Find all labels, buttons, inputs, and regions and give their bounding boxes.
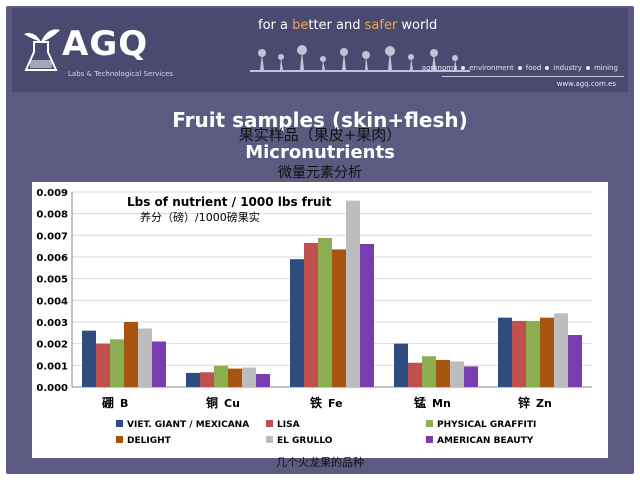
bar	[394, 343, 408, 387]
plants-silhouette-icon	[250, 45, 470, 72]
bar	[256, 374, 270, 387]
x-tick-label-cn: 锌	[518, 395, 530, 410]
bar	[422, 356, 436, 387]
x-tick-label: Zn	[536, 397, 552, 410]
tagline: for a better and safer world	[258, 18, 437, 33]
header-divider	[442, 76, 624, 77]
x-tick-label: Mn	[432, 397, 451, 410]
chart-panel: 0.000 0.001 0.002 0.003 0.004 0.005 0.006 0.007…	[32, 182, 608, 458]
sector-item: agronomy	[421, 64, 458, 72]
x-tick-label: Cu	[224, 397, 240, 410]
y-tick-label: 0.005	[36, 275, 68, 286]
legend-swatch	[266, 420, 273, 427]
sector-item: food	[525, 64, 542, 72]
x-tick-label-cn: 硼	[102, 395, 114, 410]
legend-label: AMERICAN BEAUTY	[437, 436, 534, 446]
y-tick-label: 0.009	[36, 188, 68, 199]
chart-subtitle: 养分（磅）/1000磅果实	[140, 210, 260, 224]
y-tick-label: 0.007	[36, 231, 68, 242]
y-tick-label: 0.002	[36, 340, 68, 351]
logo-text: AGQ	[62, 24, 149, 64]
y-tick-label: 0.006	[36, 253, 68, 264]
bar-chart: 0.000 0.001 0.002 0.003 0.004 0.005 0.006 0.007…	[36, 188, 592, 446]
bullet-icon	[461, 66, 466, 70]
bar	[540, 317, 554, 387]
legend-swatch	[426, 420, 433, 427]
bar	[498, 317, 512, 387]
title-line2: Micronutrients	[245, 142, 395, 163]
sector-item: environment	[469, 64, 514, 72]
title-line2-cn: 微量元素分析	[278, 165, 362, 181]
bar	[318, 237, 332, 387]
bar	[242, 367, 256, 387]
bar	[568, 335, 582, 387]
tagline-part: for a	[258, 18, 293, 33]
flask-leaf-icon	[24, 29, 60, 71]
bar	[450, 361, 464, 387]
title-line1: Fruit samples (skin+flesh)	[172, 108, 468, 132]
header-band: AGQ Labs & Technological Services for a …	[12, 8, 628, 92]
x-axis: 硼 B 铜 Cu 铁 Fe 锰 Mn 锌 Zn	[102, 395, 552, 410]
sector-item: mining	[593, 64, 618, 72]
logo-subtitle: Labs & Technological Services	[68, 70, 174, 78]
legend-swatch	[116, 420, 123, 427]
bar	[464, 366, 478, 387]
y-tick-label: 0.000	[36, 383, 68, 394]
legend-swatch	[426, 436, 433, 443]
bar	[228, 368, 242, 387]
title-line1-cn: 果实样品（果皮+果肉）	[238, 126, 402, 144]
footnote: 几个火龙果的品种	[276, 456, 364, 469]
website-link[interactable]: www.agq.com.es	[556, 80, 616, 88]
bar	[214, 365, 228, 387]
bar	[526, 320, 540, 387]
y-tick-label: 0.008	[36, 210, 68, 221]
tagline-part: world	[397, 18, 438, 33]
bar	[186, 372, 200, 387]
tagline-highlight: safer	[364, 18, 398, 33]
bullet-icon	[517, 66, 522, 70]
y-tick-label: 0.001	[36, 361, 68, 372]
sector-item: industry	[553, 64, 582, 72]
y-tick-label: 0.003	[36, 318, 68, 329]
y-tick-label: 0.004	[36, 296, 68, 307]
bar	[346, 200, 360, 387]
x-tick-label-cn: 铜	[206, 395, 218, 410]
legend-label: DELIGHT	[127, 436, 172, 446]
x-tick-label: B	[120, 397, 128, 410]
bar	[332, 249, 346, 387]
legend-swatch	[116, 436, 123, 443]
bullet-icon	[545, 66, 550, 70]
legend-label: PHYSICAL GRAFFITI	[437, 420, 536, 430]
chart-legend: VIET. GIANT / MEXICANA LISA PHYSICAL GRAFF…	[116, 420, 536, 446]
x-tick-label-cn: 锰	[414, 395, 426, 410]
bar	[96, 343, 110, 387]
bullet-icon	[585, 66, 590, 70]
bar	[436, 359, 450, 387]
bar	[124, 322, 138, 387]
sector-list: agronomy environment food industry mining	[422, 64, 618, 72]
chart-title: Lbs of nutrient / 1000 lbs fruit	[127, 195, 332, 209]
x-tick-label-cn: 铁	[310, 395, 322, 410]
chart-bars	[82, 200, 582, 387]
bar	[304, 242, 318, 387]
bar	[152, 341, 166, 387]
legend-label: VIET. GIANT / MEXICANA	[127, 420, 249, 430]
legend-label: EL GRULLO	[277, 436, 333, 446]
bar	[408, 362, 422, 387]
bar	[554, 313, 568, 387]
legend-label: LISA	[277, 420, 300, 430]
bar	[138, 328, 152, 387]
bar	[360, 244, 374, 387]
bar	[290, 259, 304, 387]
legend-swatch	[266, 436, 273, 443]
x-tick-label: Fe	[328, 397, 343, 410]
bar	[200, 372, 214, 387]
bar	[82, 330, 96, 387]
agq-logo: AGQ Labs & Technological Services	[20, 18, 190, 78]
bar	[110, 339, 124, 387]
bar	[512, 320, 526, 387]
tagline-highlight: be	[292, 18, 309, 33]
tagline-part: tter and	[308, 18, 365, 33]
